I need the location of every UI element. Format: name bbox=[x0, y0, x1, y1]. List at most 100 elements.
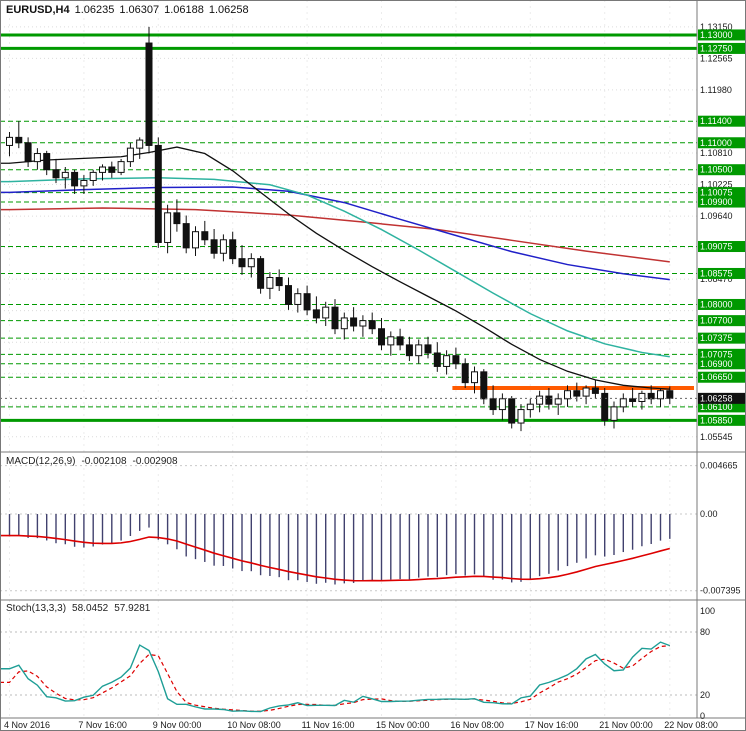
candle bbox=[164, 212, 172, 243]
candle bbox=[275, 277, 283, 287]
svg-text:100: 100 bbox=[700, 606, 715, 616]
candle bbox=[257, 258, 265, 289]
svg-text:1.08470: 1.08470 bbox=[700, 274, 733, 284]
level-price-label bbox=[698, 187, 745, 199]
level-price-label bbox=[698, 348, 745, 360]
level-price-label bbox=[698, 358, 745, 370]
support-resistance-levels[interactable] bbox=[0, 33, 697, 422]
macd-scale[interactable]: 0.004665 0.00 -0.007395 bbox=[700, 461, 741, 596]
svg-text:1.06258: 1.06258 bbox=[700, 393, 733, 403]
time-axis[interactable]: 4 Nov 2016 7 Nov 16:00 9 Nov 00:00 10 Nov 0… bbox=[4, 720, 718, 730]
candle bbox=[489, 398, 497, 411]
candle bbox=[424, 344, 432, 354]
svg-text:11 Nov 16:00: 11 Nov 16:00 bbox=[302, 720, 355, 730]
candle bbox=[210, 239, 218, 254]
stoch-main-line bbox=[0, 641, 671, 713]
candle bbox=[117, 161, 125, 173]
svg-text:1.07700: 1.07700 bbox=[700, 316, 733, 326]
candle bbox=[145, 42, 153, 146]
svg-text:1.06650: 1.06650 bbox=[700, 372, 733, 382]
ma-red-line bbox=[0, 207, 670, 263]
candle bbox=[433, 352, 441, 367]
svg-text:1.11400: 1.11400 bbox=[700, 116, 732, 126]
candle bbox=[312, 309, 320, 319]
level-price-label bbox=[698, 42, 745, 54]
candle bbox=[545, 395, 553, 405]
level-price-label bbox=[698, 371, 745, 383]
moving-averages bbox=[0, 146, 670, 390]
vertical-gridlines bbox=[9, 0, 671, 718]
candle bbox=[303, 293, 311, 311]
candle bbox=[80, 179, 88, 187]
svg-text:1.10075: 1.10075 bbox=[700, 188, 733, 198]
svg-text:10 Nov 08:00: 10 Nov 08:00 bbox=[227, 720, 281, 730]
level-price-label bbox=[698, 115, 745, 127]
candle bbox=[126, 147, 134, 163]
candle bbox=[471, 371, 478, 384]
candle bbox=[359, 320, 367, 327]
candle bbox=[99, 166, 106, 173]
ma-blue-line bbox=[0, 186, 670, 281]
candle bbox=[619, 398, 627, 408]
svg-text:1.09640: 1.09640 bbox=[700, 211, 733, 221]
svg-text:0: 0 bbox=[700, 711, 705, 721]
candle bbox=[554, 398, 562, 405]
price-scale[interactable]: 1.13150 1.12565 1.11980 1.10810 1.10225 1.096… bbox=[698, 22, 745, 442]
candle bbox=[591, 387, 599, 394]
horizontal-gridlines bbox=[0, 26, 697, 696]
svg-text:4 Nov 2016: 4 Nov 2016 bbox=[4, 720, 50, 730]
candle bbox=[266, 277, 274, 289]
candle bbox=[322, 306, 330, 319]
svg-text:-0.007395: -0.007395 bbox=[700, 586, 741, 596]
candle bbox=[405, 344, 413, 357]
candle bbox=[396, 336, 404, 346]
candle bbox=[573, 390, 581, 397]
candle bbox=[331, 306, 339, 330]
candle bbox=[238, 258, 246, 268]
current-price-label bbox=[698, 392, 745, 404]
candle bbox=[71, 171, 79, 187]
candle bbox=[24, 142, 32, 163]
svg-text:1.09075: 1.09075 bbox=[700, 242, 733, 252]
candle bbox=[517, 409, 525, 424]
candle bbox=[136, 139, 144, 149]
candle bbox=[52, 169, 60, 179]
svg-text:1.07075: 1.07075 bbox=[700, 349, 733, 359]
level-price-label bbox=[698, 137, 745, 149]
candle bbox=[61, 171, 69, 179]
svg-text:1.13150: 1.13150 bbox=[700, 22, 733, 32]
svg-text:1.10500: 1.10500 bbox=[700, 165, 733, 175]
level-price-label bbox=[698, 298, 745, 310]
level-price-label bbox=[698, 401, 745, 413]
macd-signal-line bbox=[0, 534, 671, 582]
candle bbox=[526, 403, 534, 411]
svg-text:1.09900: 1.09900 bbox=[700, 197, 733, 207]
svg-text:22 Nov 08:00: 22 Nov 08:00 bbox=[664, 720, 718, 730]
svg-text:1.10225: 1.10225 bbox=[700, 180, 733, 190]
svg-text:15 Nov 00:00: 15 Nov 00:00 bbox=[376, 720, 430, 730]
svg-text:1.05545: 1.05545 bbox=[700, 432, 733, 442]
candle bbox=[582, 387, 590, 397]
candle bbox=[89, 171, 97, 181]
candle bbox=[285, 285, 292, 305]
candle bbox=[461, 363, 469, 384]
candle bbox=[368, 320, 376, 330]
svg-text:1.10810: 1.10810 bbox=[700, 148, 733, 158]
candle bbox=[43, 153, 51, 171]
level-price-label bbox=[698, 196, 745, 208]
candle bbox=[340, 317, 348, 330]
candle bbox=[480, 371, 488, 400]
level-price-label bbox=[698, 332, 745, 344]
svg-text:1.12565: 1.12565 bbox=[700, 53, 733, 63]
level-price-label bbox=[698, 315, 745, 327]
candle bbox=[350, 317, 358, 327]
svg-text:20: 20 bbox=[700, 690, 710, 700]
stoch-scale[interactable]: 100 80 20 0 bbox=[700, 606, 715, 721]
candle bbox=[498, 398, 506, 411]
candle bbox=[638, 392, 646, 402]
svg-text:1.06900: 1.06900 bbox=[700, 359, 733, 369]
